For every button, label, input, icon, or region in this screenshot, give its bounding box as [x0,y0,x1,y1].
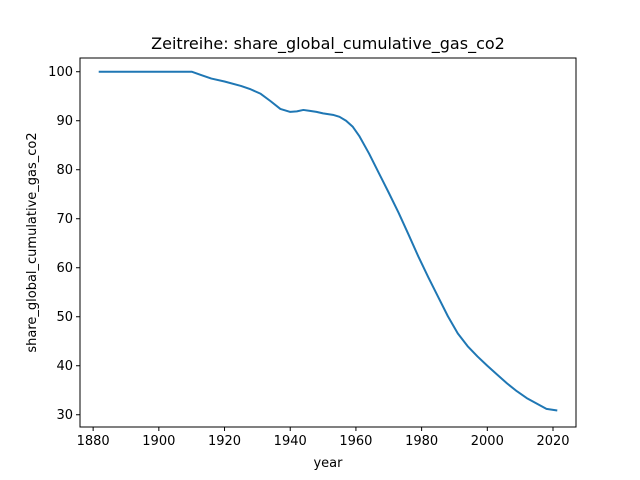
y-tick-label: 80 [56,163,73,178]
y-tick-label: 100 [48,65,73,80]
x-tick-label: 1980 [405,434,438,449]
x-tick-label: 2000 [471,434,504,449]
axes-frame [79,57,577,428]
plot-area [79,57,577,428]
x-axis: 1880 1900 1920 1940 1960 1980 2000 2020 [77,427,570,449]
y-tick-label: 50 [56,310,73,325]
x-tick-label: 1880 [77,434,110,449]
x-tick-label: 1960 [339,434,372,449]
x-tick-label: 1920 [208,434,241,449]
x-tick-label: 1900 [142,434,175,449]
x-tick-label: 2020 [536,434,569,449]
y-tick-label: 30 [56,408,73,423]
y-tick-label: 70 [56,212,73,227]
y-tick-label: 40 [56,359,73,374]
x-axis-label: year [313,456,343,471]
series-line [98,70,558,412]
chart-title: Zeitreihe: share_global_cumulative_gas_c… [151,34,505,54]
x-tick-label: 1940 [274,434,307,449]
y-tick-label: 60 [56,261,73,276]
y-axis: 30 40 50 60 70 80 90 100 [48,65,80,423]
y-axis-label: share_global_cumulative_gas_co2 [25,132,40,352]
y-tick-label: 90 [56,114,73,129]
